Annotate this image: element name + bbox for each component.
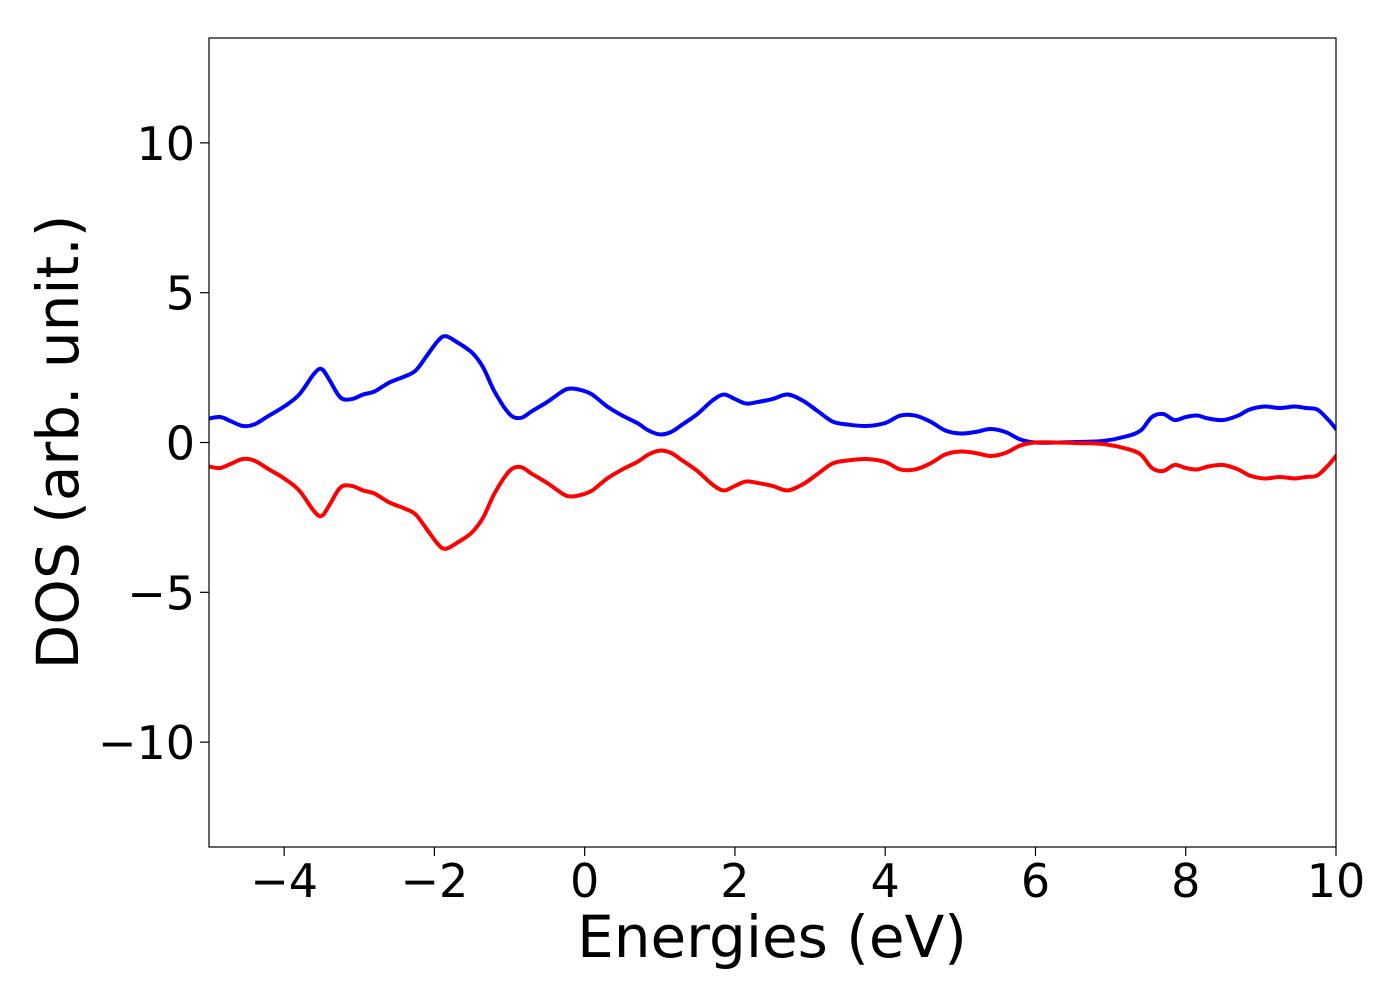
x-axis-title: Energies (eV) — [577, 903, 967, 971]
x-tick-label: −2 — [400, 854, 468, 908]
x-tick-label: −4 — [250, 854, 318, 908]
y-tick-label: 10 — [136, 117, 195, 171]
x-tick-label: 0 — [570, 854, 599, 908]
x-tick-label: 2 — [720, 854, 749, 908]
x-tick-label: 4 — [871, 854, 900, 908]
plot-frame — [208, 37, 1337, 848]
x-tick-label: 8 — [1171, 854, 1200, 908]
y-axis-title: DOS (arb. unit.) — [24, 215, 92, 670]
y-tick-label: −5 — [127, 566, 195, 620]
series-layer — [209, 334, 1336, 551]
y-axis-ticks: −10 −5 0 5 10 — [98, 117, 209, 770]
dos-line-blue — [209, 334, 1336, 445]
x-tick-label: 6 — [1021, 854, 1050, 908]
y-tick-label: −10 — [98, 716, 195, 770]
y-tick-label: 5 — [166, 267, 195, 321]
x-axis-ticks: −4 −2 0 2 4 6 8 10 — [250, 847, 1365, 908]
y-tick-label: 0 — [166, 417, 195, 471]
x-tick-label: 10 — [1307, 854, 1366, 908]
dos-line-red — [209, 440, 1336, 551]
